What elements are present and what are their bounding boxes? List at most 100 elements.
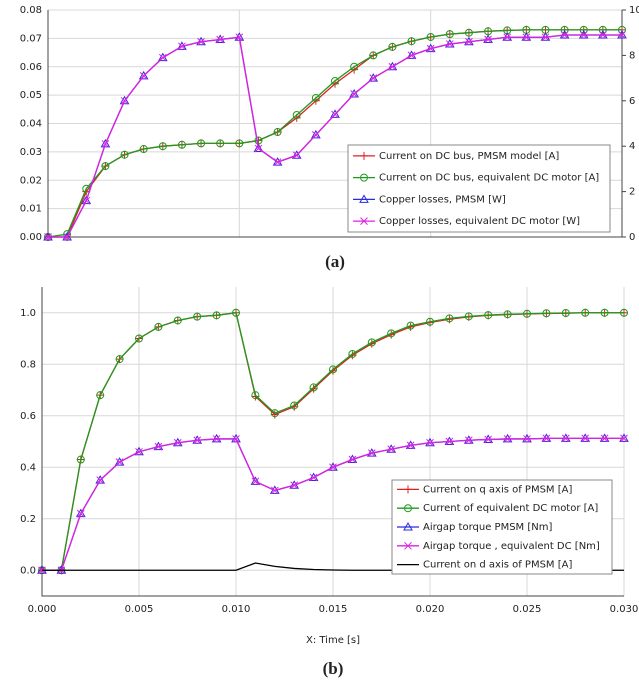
legend-label: Copper losses, equivalent DC motor [W] [379, 216, 580, 227]
marker [173, 438, 182, 447]
marker [348, 349, 357, 358]
marker [63, 233, 71, 241]
legend-marker [360, 173, 368, 182]
marker [541, 33, 550, 42]
marker [387, 445, 396, 454]
marker [292, 151, 301, 160]
marker [387, 329, 396, 338]
marker [235, 33, 244, 42]
marker [251, 391, 260, 400]
y2-tick-label: 6 [629, 96, 635, 107]
marker [581, 434, 590, 443]
y-tick-label: 0.00 [20, 232, 42, 243]
marker [367, 449, 376, 457]
marker [464, 312, 473, 321]
y-tick-label: 0.0 [20, 565, 36, 576]
marker [115, 458, 124, 466]
legend-marker [403, 521, 413, 531]
marker [542, 309, 551, 318]
marker [312, 130, 320, 139]
legend-label: Airgap torque PMSM [Nm] [423, 522, 552, 533]
marker [523, 435, 531, 443]
marker [445, 314, 454, 323]
y2-tick-label: 4 [629, 141, 635, 152]
marker [75, 508, 86, 518]
marker [331, 76, 339, 85]
marker [503, 33, 512, 42]
legend-marker [404, 541, 412, 550]
marker [76, 455, 85, 464]
marker [426, 438, 434, 447]
marker [350, 62, 359, 71]
y-tick-label: 0.07 [20, 33, 42, 44]
marker [309, 473, 318, 482]
y-tick-label: 0.08 [20, 5, 42, 16]
marker [193, 312, 202, 321]
marker [270, 409, 279, 418]
axes [41, 287, 624, 597]
marker [369, 51, 378, 60]
marker [360, 173, 368, 182]
y2-tick-label: 8 [629, 50, 635, 61]
marker [426, 44, 435, 53]
series-line [47, 29, 622, 238]
x-axis-label: X: Time [s] [306, 635, 360, 646]
caption: (a) [325, 252, 345, 271]
marker [579, 25, 588, 34]
y-tick-label: 0.6 [20, 411, 36, 422]
axes [47, 10, 623, 238]
y-tick-label: 0.03 [20, 147, 42, 158]
marker [290, 481, 299, 490]
marker [82, 196, 91, 205]
legend-label: Airgap torque , equivalent DC [Nm] [423, 541, 600, 552]
y-tick-label: 0.05 [20, 90, 42, 101]
marker [100, 138, 111, 148]
y-tick-label: 0.4 [20, 462, 36, 473]
marker [388, 62, 397, 71]
legend-marker [359, 194, 369, 203]
marker [173, 316, 182, 325]
marker [464, 28, 473, 37]
legend-label: Current on DC bus, equivalent DC motor [… [379, 173, 599, 184]
marker [403, 521, 413, 531]
marker [254, 144, 263, 153]
y2-tick-label: 10 [629, 5, 639, 16]
marker [291, 150, 302, 159]
marker [522, 33, 531, 42]
marker [120, 150, 129, 159]
marker [369, 74, 378, 82]
marker [216, 35, 225, 44]
marker [76, 509, 85, 518]
chart: 0.0 0.2 0.4 0.6 0.8 1.0 0.000 0.005 0.010 0.015 0.… [20, 287, 638, 678]
marker [579, 31, 588, 39]
marker [158, 53, 167, 62]
marker [330, 109, 340, 118]
x-tick-label: 0.030 [610, 604, 639, 615]
marker [561, 434, 570, 443]
y-tick-label: 0.2 [20, 514, 36, 525]
chart: 0.00 0.01 0.02 0.03 0.04 0.05 0.06 0.07 0.08 0 2 4 6… [20, 5, 639, 271]
marker [197, 37, 205, 46]
marker [139, 71, 148, 80]
marker [292, 110, 301, 119]
legend-label: Copper losses, PMSM [W] [379, 194, 506, 205]
marker [101, 162, 110, 171]
marker [503, 310, 512, 319]
marker [158, 142, 167, 151]
y-tick-label: 1.0 [20, 308, 36, 319]
marker [273, 158, 282, 166]
marker [367, 338, 376, 347]
marker [96, 391, 105, 400]
marker [138, 70, 149, 80]
marker [95, 475, 106, 484]
marker [232, 435, 240, 443]
marker [119, 95, 130, 105]
marker [115, 355, 124, 364]
marker [177, 140, 186, 149]
marker [464, 436, 473, 445]
marker [407, 51, 416, 60]
marker [329, 463, 337, 472]
marker [503, 435, 512, 443]
marker [598, 25, 607, 34]
